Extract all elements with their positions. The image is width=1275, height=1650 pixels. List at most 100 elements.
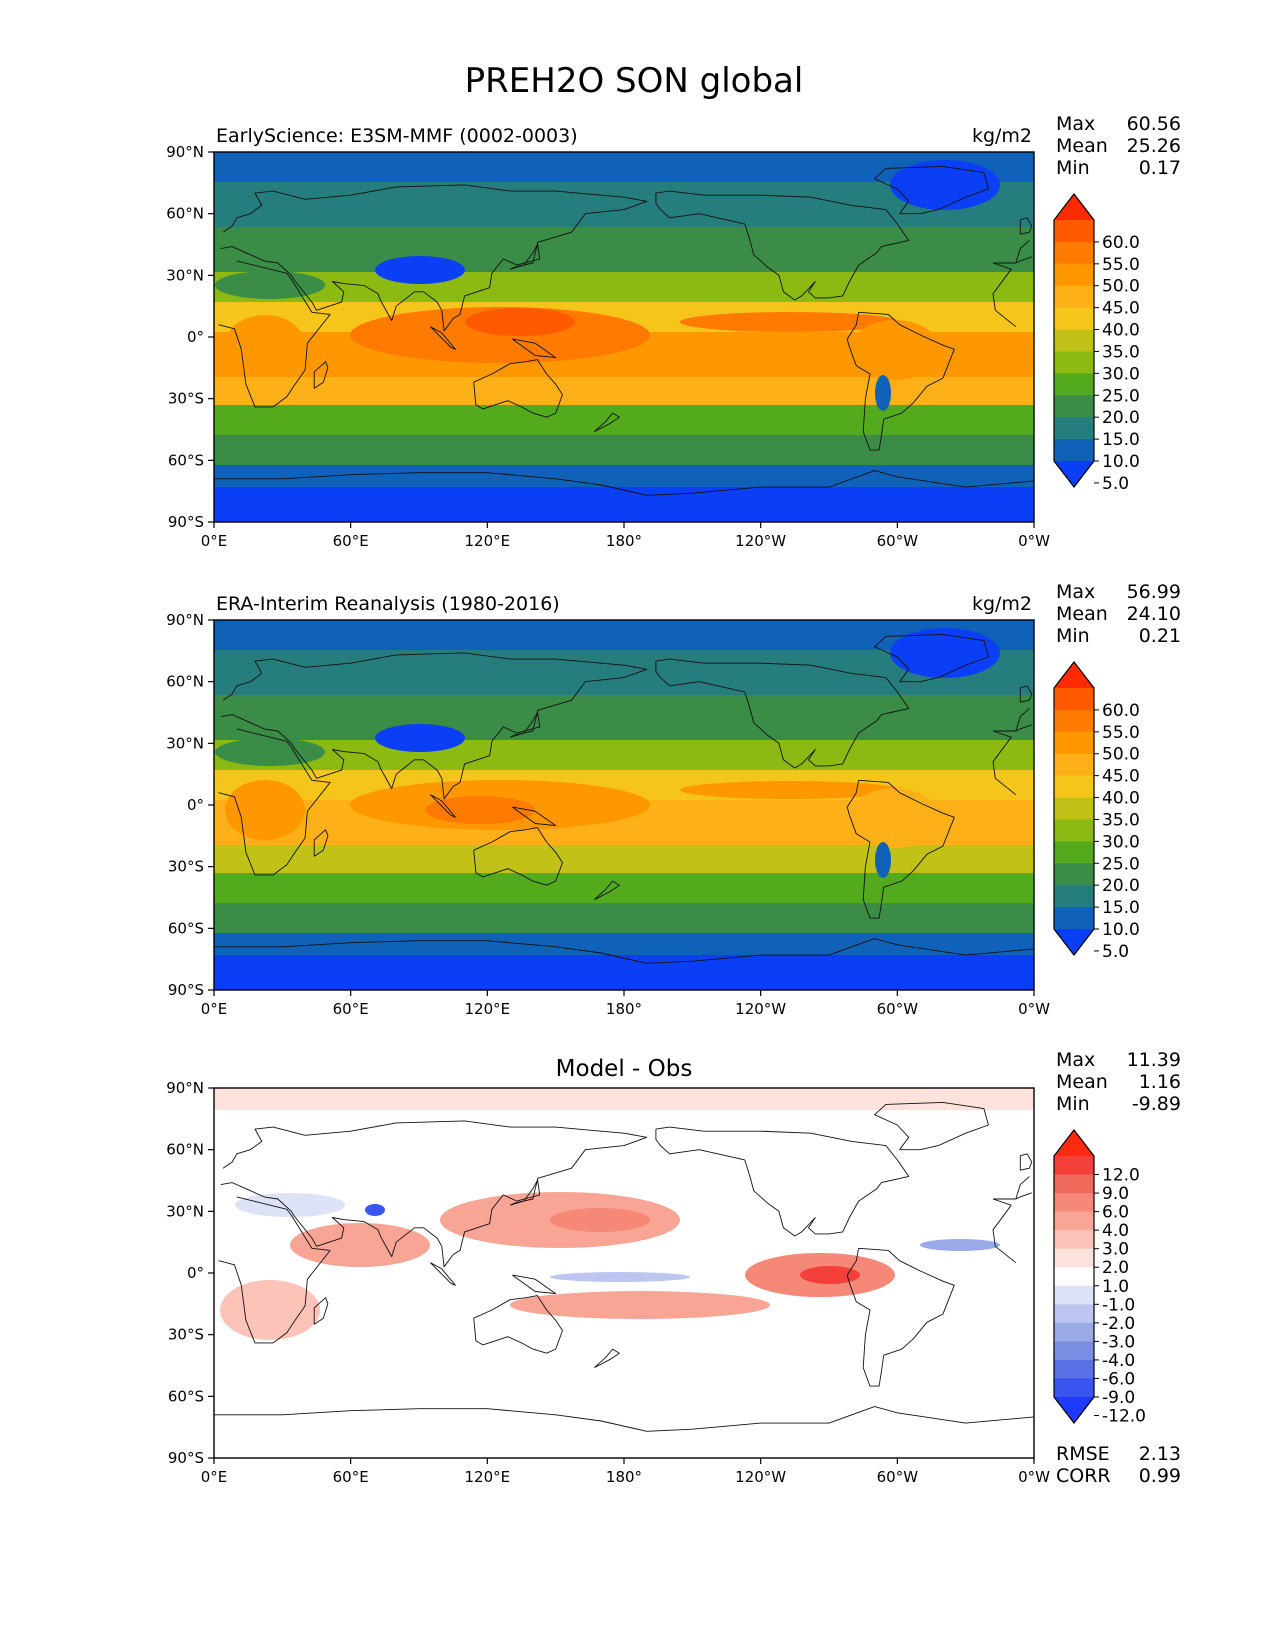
- field-arctic-positive: [214, 1088, 1034, 1110]
- colorbar-segment: [1054, 688, 1094, 711]
- x-tick-label: 60°E: [333, 1000, 369, 1018]
- colorbar-tick-label: 6.0: [1102, 1203, 1129, 1223]
- field-band-subtropic-south: [214, 873, 1034, 903]
- colorbar-segment: [1054, 1174, 1094, 1194]
- y-tick-label: 60°S: [168, 1387, 204, 1405]
- colorbar-segment: [1054, 1211, 1094, 1231]
- colorbar-tick-label: 15.0: [1102, 898, 1140, 918]
- coastline: [220, 1120, 1032, 1268]
- colorbar-tick-label: 45.0: [1102, 767, 1140, 787]
- field-band-midlat-north: [214, 227, 1034, 272]
- field-andes-dry: [875, 842, 891, 878]
- field-africa: [225, 780, 305, 840]
- colorbar-segment: [1054, 907, 1094, 930]
- y-tick-label: 90°S: [168, 513, 204, 531]
- coastline: [430, 326, 456, 350]
- stat-value-max: 56.99: [1127, 581, 1181, 603]
- field-andes-dry: [875, 375, 891, 411]
- coastline: [512, 806, 557, 827]
- field-band-tropic-south: [214, 377, 1034, 405]
- colorbar-segment: [1054, 1193, 1094, 1213]
- colorbar-tick-label: -1.0: [1102, 1295, 1135, 1315]
- field-band-subtropic-north: [214, 272, 1034, 302]
- y-tick-label: 60°N: [166, 205, 204, 223]
- colorbar-extend-min: [1054, 461, 1094, 487]
- x-tick-label: 60°E: [333, 532, 369, 550]
- map-field: [214, 1088, 1034, 1458]
- stat-label-max: Max: [1056, 581, 1095, 603]
- colorbar-tick-label: 35.0: [1102, 342, 1140, 362]
- colorbar-tick-label: -4.0: [1102, 1351, 1135, 1371]
- coastline: [874, 165, 989, 215]
- x-tick-label: 60°W: [877, 532, 919, 550]
- stat-label-mean: Mean: [1056, 135, 1108, 157]
- coastline: [512, 1274, 557, 1295]
- field-africa: [225, 315, 305, 375]
- coastline: [846, 1247, 955, 1387]
- coastline: [1019, 1153, 1033, 1171]
- coastline: [473, 359, 563, 418]
- colorbar-tick-label: 4.0: [1102, 1221, 1129, 1241]
- field-africa-south: [220, 1280, 320, 1340]
- field-band-subtropic-north: [214, 740, 1034, 770]
- colorbar-tick-label: -12.0: [1102, 1407, 1146, 1427]
- colorbar-tick-label: 50.0: [1102, 277, 1140, 297]
- y-tick-label: 60°S: [168, 451, 204, 469]
- stat-label-min: Min: [1056, 1093, 1090, 1115]
- stat-label-mean: Mean: [1056, 603, 1108, 625]
- coastline: [473, 827, 563, 886]
- coastline: [509, 244, 538, 270]
- colorbar-tick-label: 1.0: [1102, 1277, 1129, 1297]
- x-tick-label: 180°: [606, 532, 642, 550]
- coastline: [214, 470, 1034, 496]
- field-greenland-dry: [890, 628, 1000, 678]
- x-tick-label: 120°E: [465, 1468, 511, 1486]
- coastline: [874, 633, 989, 683]
- colorbar-tick-label: 12.0: [1102, 1166, 1140, 1186]
- colorbar-tick-label: 15.0: [1102, 430, 1140, 450]
- x-tick-label: 60°W: [877, 1468, 919, 1486]
- field-warmpool-core: [465, 308, 575, 336]
- colorbar-segment: [1054, 373, 1094, 396]
- panel-obs: ERA-Interim Reanalysis (1980-2016) kg/m2 0…: [166, 581, 1181, 1018]
- coastlines: [214, 1101, 1034, 1432]
- y-tick-label: 30°N: [166, 734, 204, 752]
- x-tick-label: 120°W: [735, 1000, 786, 1018]
- coastline: [313, 1297, 329, 1325]
- y-tick-label: 30°S: [168, 390, 204, 408]
- field-atlantic-neg: [920, 1239, 1000, 1251]
- coastline: [512, 338, 557, 359]
- colorbar-segment: [1054, 351, 1094, 374]
- y-tick-label: 30°S: [168, 858, 204, 876]
- x-tick-label: 0°E: [201, 532, 228, 550]
- y-tick-label: 90°S: [168, 981, 204, 999]
- panel-model: EarlyScience: E3SM-MMF (0002-0003) kg/m2 0…: [166, 113, 1181, 550]
- field-warmpool-core: [425, 796, 535, 824]
- colorbar: 12.09.06.04.03.02.01.0-1.0-2.0-3.0-4.0-6…: [1053, 1129, 1146, 1427]
- stat-value-max: 60.56: [1127, 113, 1181, 135]
- field-sahara-dry: [215, 738, 325, 766]
- colorbar-tick-label: 30.0: [1102, 364, 1140, 384]
- field-band-subtropic-south: [214, 405, 1034, 435]
- coastline: [214, 938, 1034, 964]
- colorbar-tick-label: 55.0: [1102, 723, 1140, 743]
- x-tick-label: 60°W: [877, 1000, 919, 1018]
- colorbar-tick-label: 50.0: [1102, 745, 1140, 765]
- y-tick-label: 90°N: [166, 611, 204, 629]
- coastline: [214, 1406, 1034, 1432]
- colorbar-segment: [1054, 220, 1094, 243]
- field-band-polar-south: [214, 955, 1034, 990]
- x-tick-label: 0°W: [1018, 1468, 1050, 1486]
- colorbar-segment: [1054, 1267, 1094, 1287]
- stat-value-rmse: 2.13: [1139, 1443, 1181, 1465]
- field-greenland-dry: [890, 160, 1000, 210]
- colorbar-segment: [1054, 1341, 1094, 1361]
- panel-title: Model - Obs: [556, 1056, 693, 1082]
- coastline: [594, 880, 620, 900]
- coastline: [594, 412, 620, 432]
- colorbar-segment: [1054, 1248, 1094, 1268]
- coastlines: [214, 165, 1034, 496]
- colorbar-tick-label: 30.0: [1102, 832, 1140, 852]
- y-tick-label: 30°S: [168, 1326, 204, 1344]
